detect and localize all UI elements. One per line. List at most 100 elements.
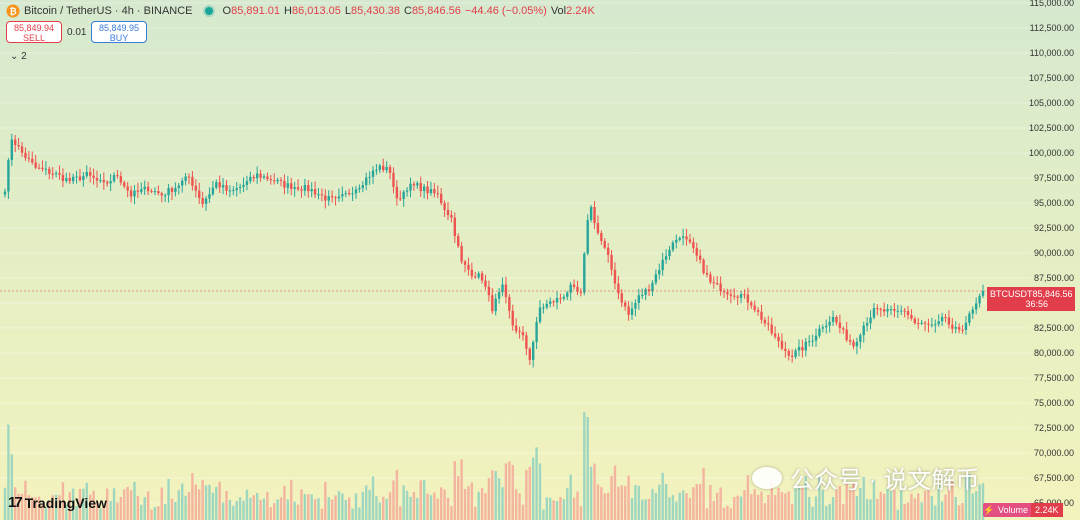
volume-bar: [126, 486, 129, 520]
candle-body: [194, 185, 198, 191]
volume-bar: [82, 488, 85, 520]
candle-body: [204, 198, 208, 204]
volume-bar: [681, 490, 685, 520]
candle-body: [545, 303, 549, 308]
candle-body: [494, 298, 497, 312]
tradingview-logo[interactable]: 17 TradingView: [8, 494, 107, 511]
candle-body: [889, 309, 893, 311]
candle-body: [140, 189, 143, 192]
volume-bar: [354, 493, 358, 520]
low-value: 85,430.38: [351, 5, 400, 17]
volume-bar: [106, 488, 109, 520]
volume-bar: [31, 496, 34, 520]
candle-body: [968, 313, 971, 323]
volume-bar: [964, 476, 968, 520]
candle-body: [395, 186, 399, 199]
marker-price: 85,846.56: [1032, 289, 1073, 299]
volume-bar: [756, 494, 760, 520]
volume-bar: [116, 502, 119, 520]
volume-bar: [780, 492, 784, 520]
candle-body: [647, 289, 651, 292]
volume-bar: [293, 501, 296, 520]
volume-bar: [102, 506, 106, 520]
volume-bar: [474, 506, 477, 520]
candle-body: [896, 310, 900, 312]
bitcoin-icon: ₿: [6, 4, 20, 18]
candle-body: [34, 162, 37, 168]
candle-body: [460, 246, 463, 262]
candle-body: [126, 186, 129, 191]
symbol-title[interactable]: Bitcoin / TetherUS · 4h · BINANCE: [24, 5, 193, 17]
sell-button[interactable]: 85,849.94 SELL: [6, 21, 62, 43]
volume-bar: [436, 498, 439, 520]
volume-bar: [252, 495, 255, 520]
volume-bar: [375, 496, 378, 520]
volume-bar: [450, 506, 453, 520]
volume-bar: [290, 479, 293, 520]
high-label: H: [284, 5, 292, 17]
candle-body: [78, 176, 82, 181]
candle-body: [95, 177, 99, 181]
candle-body: [276, 179, 279, 182]
candle-body: [27, 157, 31, 159]
candle-body: [320, 194, 324, 196]
volume-bar: [249, 497, 252, 520]
candle-body: [266, 176, 269, 180]
volume-bar: [593, 463, 596, 520]
volume-bar: [153, 507, 157, 520]
candle-body: [416, 183, 419, 186]
volume-bar: [232, 505, 235, 520]
volume-bar: [518, 493, 521, 520]
volume-bar: [17, 493, 20, 520]
candle-body: [729, 294, 733, 296]
candle-body: [20, 146, 24, 153]
price-tick-label: 95,000.00: [1034, 198, 1074, 208]
candle-body: [293, 187, 296, 189]
volume-bar: [429, 495, 433, 520]
volume-bar: [463, 488, 467, 520]
sell-label: SELL: [22, 33, 46, 43]
volume-bar: [528, 466, 531, 520]
volume-bar: [109, 500, 112, 520]
candle-body: [232, 190, 235, 192]
volume-bar: [954, 497, 957, 520]
buy-label: BUY: [109, 33, 129, 43]
price-tick-label: 110,000.00: [1030, 48, 1074, 58]
volume-bar: [709, 484, 712, 520]
candle-body: [484, 280, 487, 287]
candle-body: [589, 206, 593, 221]
volume-bar: [940, 501, 944, 520]
volume-bar: [170, 498, 174, 520]
volume-bar: [831, 496, 835, 520]
candle-body: [549, 301, 552, 304]
candle-body: [208, 194, 211, 199]
volume-bar: [531, 457, 535, 520]
volume-bar: [198, 489, 201, 520]
candle-body: [981, 290, 985, 296]
volume-bar: [620, 485, 623, 520]
volume-bar: [555, 501, 559, 520]
volume-bar: [61, 482, 65, 520]
volume-bar: [330, 499, 334, 520]
indicators-toggle[interactable]: ⌄ 2: [10, 51, 27, 62]
candle-body: [964, 322, 968, 330]
candle-body: [3, 191, 7, 195]
volume-bar: [41, 504, 44, 520]
volume-bar: [736, 495, 739, 520]
buy-button[interactable]: 85,849.95 BUY: [91, 21, 147, 43]
candle-body: [760, 311, 763, 320]
volume-bar: [204, 485, 208, 520]
candle-body: [102, 180, 106, 183]
volume-bar: [300, 489, 303, 520]
candle-body: [750, 302, 753, 306]
market-open-indicator: [204, 7, 213, 15]
volume-bar: [814, 496, 818, 520]
candle-body: [865, 323, 869, 326]
candle-body: [310, 189, 313, 192]
volume-bar: [644, 499, 647, 520]
svg-text:₿: ₿: [9, 7, 16, 17]
volume-bar: [494, 470, 497, 520]
candle-body: [143, 186, 146, 190]
volume-bar: [627, 475, 630, 520]
